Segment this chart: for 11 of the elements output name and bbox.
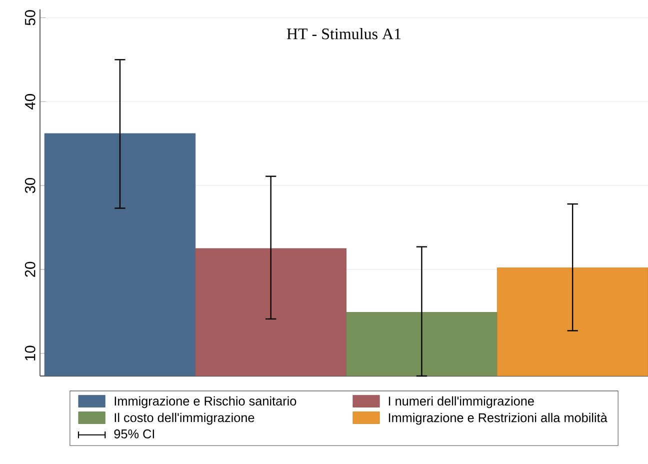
- legend-label: Il costo dell'immigrazione: [114, 412, 254, 425]
- y-tick-label: 30: [24, 178, 36, 194]
- y-tick-label: 10: [24, 346, 36, 360]
- legend-label: Immigrazione e Restrizioni alla mobilità: [388, 412, 608, 425]
- legend-label: Immigrazione e Rischio sanitario: [114, 396, 296, 408]
- text: 95% CI: [114, 429, 154, 438]
- y-tick-label: 20: [24, 262, 36, 277]
- y-tick-label: 40: [24, 94, 36, 110]
- text: HT - Stimulus A1: [286, 28, 401, 40]
- y-tick-label: 50: [24, 10, 36, 26]
- legend-label: I numeri dell'immigrazione: [388, 396, 534, 408]
